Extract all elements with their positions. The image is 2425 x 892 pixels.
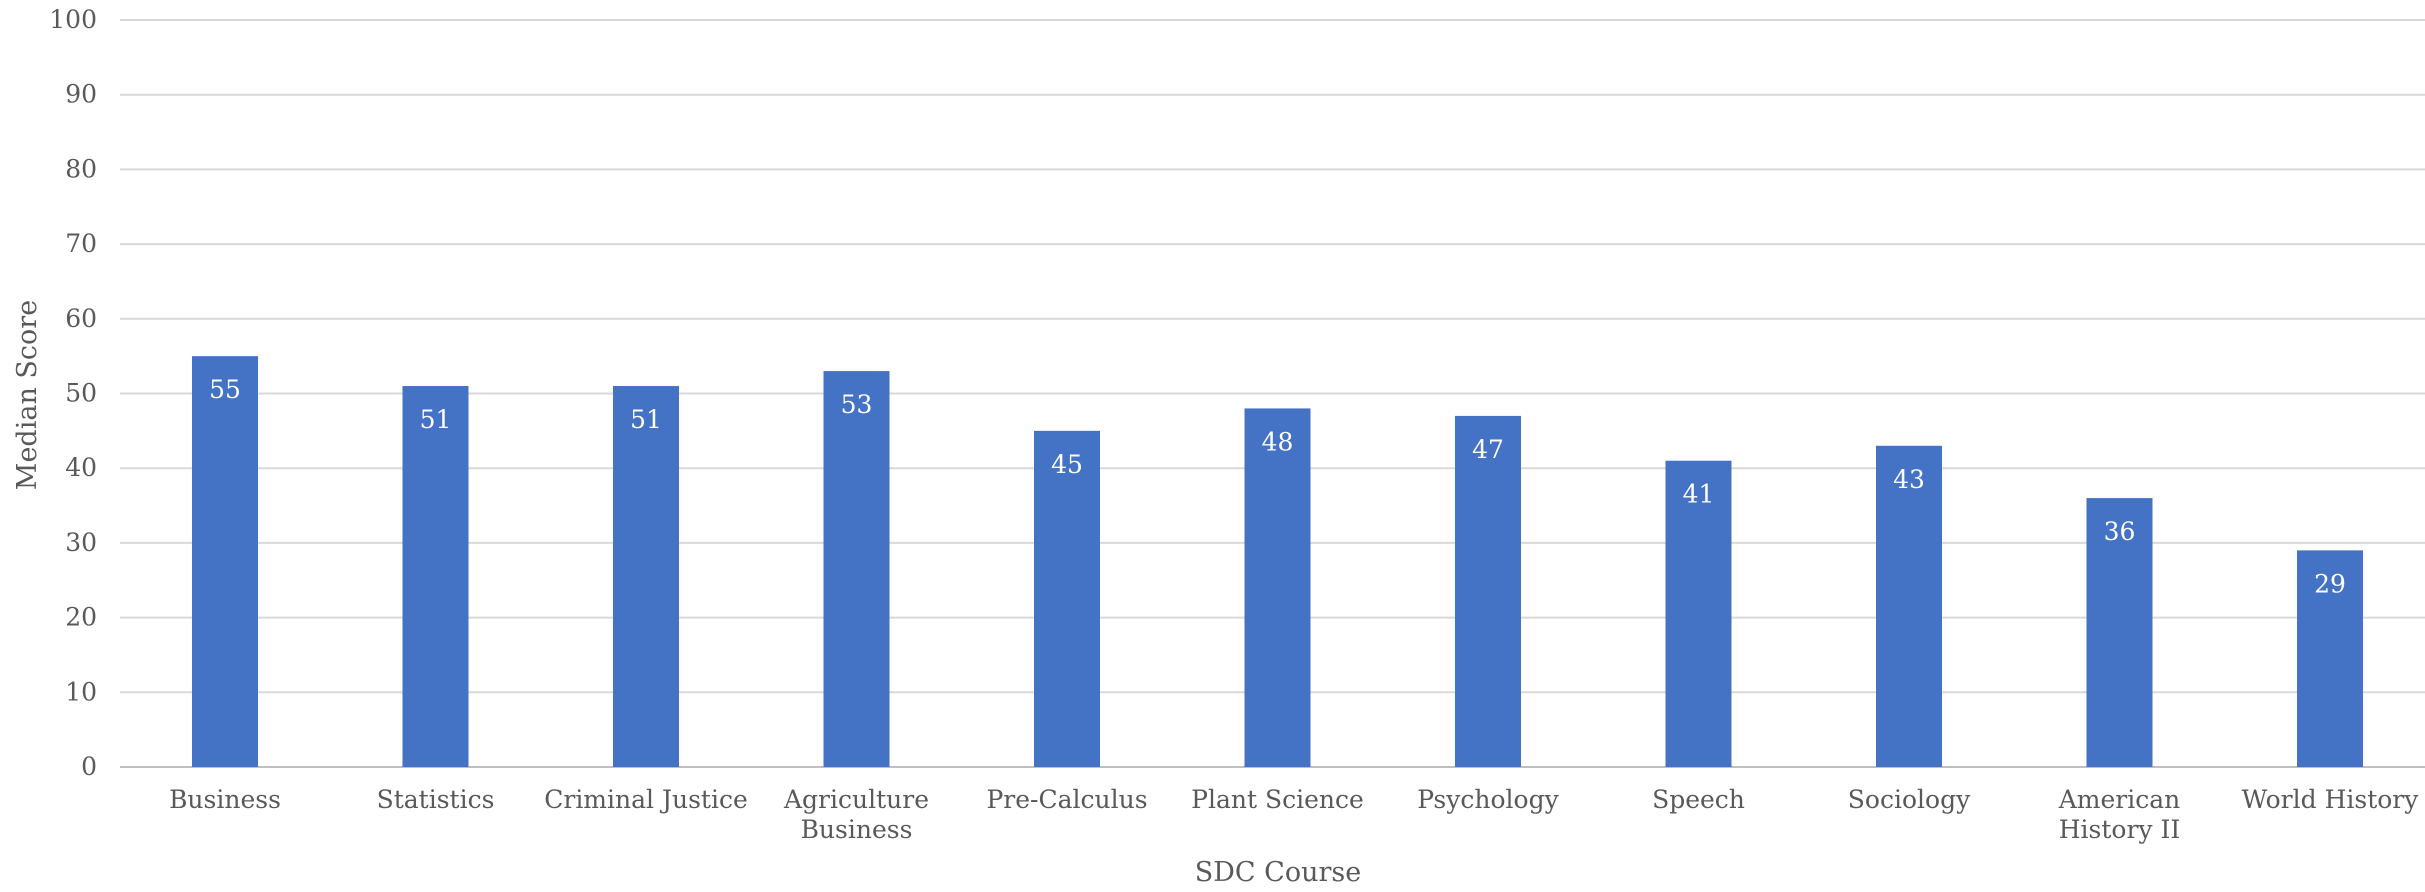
data-label: 29 <box>2314 569 2346 598</box>
x-category-label: Plant Science <box>1191 785 1364 814</box>
x-category-label: Speech <box>1652 785 1745 814</box>
x-category-label: History II <box>2059 815 2181 844</box>
y-tick-label: 60 <box>65 304 97 333</box>
bar <box>1244 408 1311 767</box>
x-category-label: Pre-Calculus <box>986 785 1147 814</box>
data-label: 55 <box>209 375 241 404</box>
bar <box>1876 445 1942 767</box>
data-label: 53 <box>841 390 873 419</box>
y-tick-label: 30 <box>65 528 97 557</box>
bar <box>1665 460 1732 767</box>
bar <box>2086 498 2153 767</box>
x-category-label: Psychology <box>1417 785 1559 814</box>
bar <box>613 386 679 767</box>
data-label: 45 <box>1051 450 1083 479</box>
bar <box>2297 550 2363 767</box>
x-category-label: Sociology <box>1848 785 1971 814</box>
y-tick-label: 100 <box>49 5 97 34</box>
bar <box>1034 430 1100 767</box>
data-label: 51 <box>630 405 662 434</box>
data-label: 41 <box>1683 480 1715 509</box>
data-label: 51 <box>420 405 452 434</box>
y-axis-ticks: 0 10 20 30 40 50 60 70 80 90 100 <box>49 5 97 781</box>
bars: 55 51 51 53 45 48 47 41 43 36 29 <box>192 356 2363 767</box>
x-category-label: Criminal Justice <box>544 785 748 814</box>
x-category-label: Agriculture <box>783 785 929 814</box>
x-category-label: World History <box>2242 785 2420 814</box>
bar <box>823 371 890 767</box>
x-category-label: Statistics <box>377 785 495 814</box>
y-tick-label: 90 <box>65 80 97 109</box>
bar <box>402 386 469 767</box>
x-axis-categories: Business Statistics Criminal Justice Agricu… <box>169 785 2419 844</box>
y-tick-label: 50 <box>65 379 97 408</box>
bar <box>192 356 258 767</box>
y-tick-label: 0 <box>81 752 97 781</box>
y-tick-label: 40 <box>65 453 97 482</box>
y-tick-label: 70 <box>65 229 97 258</box>
x-category-label: Business <box>169 785 281 814</box>
data-label: 47 <box>1472 435 1504 464</box>
y-tick-label: 10 <box>65 677 97 706</box>
x-axis-title: SDC Course <box>1195 857 1361 887</box>
y-tick-label: 20 <box>65 603 97 632</box>
bar <box>1455 415 1521 767</box>
y-tick-label: 80 <box>65 154 97 183</box>
data-label: 43 <box>1893 465 1925 494</box>
y-axis-title: Median Score <box>12 300 43 490</box>
x-category-label: American <box>2058 785 2181 814</box>
data-label: 48 <box>1262 427 1294 456</box>
data-label: 36 <box>2104 517 2136 546</box>
x-category-label: Business <box>801 815 913 844</box>
